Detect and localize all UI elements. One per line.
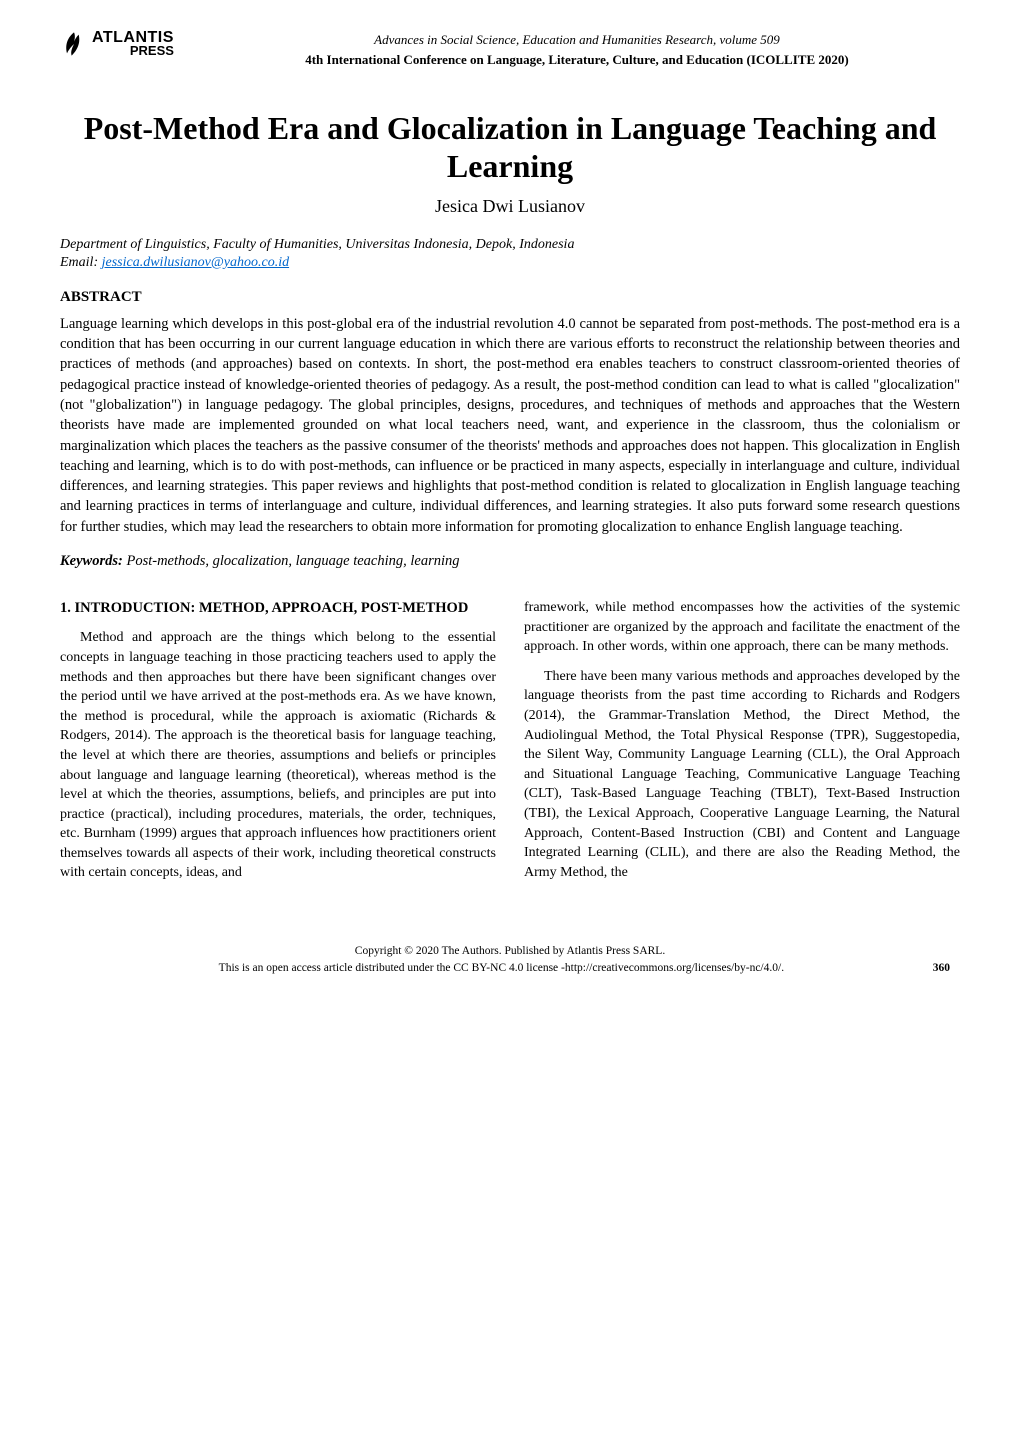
left-column: 1. INTRODUCTION: METHOD, APPROACH, POST-… (60, 598, 496, 883)
keywords-label: Keywords: (60, 553, 123, 569)
right-column: framework, while method encompasses how … (524, 598, 960, 883)
email-label: Email: (60, 255, 102, 270)
conference-title: 4th International Conference on Language… (194, 50, 960, 70)
right-col-paragraph-2: There have been many various methods and… (524, 667, 960, 883)
section-1-heading: 1. INTRODUCTION: METHOD, APPROACH, POST-… (60, 598, 496, 618)
paper-title: Post-Method Era and Glocalization in Lan… (60, 109, 960, 186)
footer-bottom-row: This is an open access article distribut… (60, 960, 960, 977)
body-columns: 1. INTRODUCTION: METHOD, APPROACH, POST-… (60, 598, 960, 883)
series-title: Advances in Social Science, Education an… (194, 30, 960, 50)
email-line: Email: jessica.dwilusianov@yahoo.co.id (60, 255, 960, 271)
keywords-block: Keywords: Post-methods, glocalization, l… (60, 553, 960, 570)
left-col-paragraph: Method and approach are the things which… (60, 628, 496, 883)
header-center-block: Advances in Social Science, Education an… (194, 30, 960, 69)
page-number: 360 (933, 960, 950, 977)
email-link[interactable]: jessica.dwilusianov@yahoo.co.id (102, 255, 289, 270)
copyright-text: Copyright © 2020 The Authors. Published … (60, 943, 960, 960)
abstract-heading: ABSTRACT (60, 289, 960, 306)
affiliation: Department of Linguistics, Faculty of Hu… (60, 237, 960, 253)
logo-sub-text: PRESS (92, 45, 174, 57)
page-header: ATLANTIS PRESS Advances in Social Scienc… (60, 30, 960, 69)
atlantis-leaf-icon (60, 30, 88, 58)
page-footer: Copyright © 2020 The Authors. Published … (60, 943, 960, 978)
license-text: This is an open access article distribut… (219, 960, 784, 977)
logo-text-block: ATLANTIS PRESS (92, 31, 174, 57)
abstract-text: Language learning which develops in this… (60, 314, 960, 537)
author-name: Jesica Dwi Lusianov (60, 196, 960, 217)
publisher-logo: ATLANTIS PRESS (60, 30, 174, 58)
keywords-text: Post-methods, glocalization, language te… (123, 553, 460, 569)
right-col-paragraph-1: framework, while method encompasses how … (524, 598, 960, 657)
